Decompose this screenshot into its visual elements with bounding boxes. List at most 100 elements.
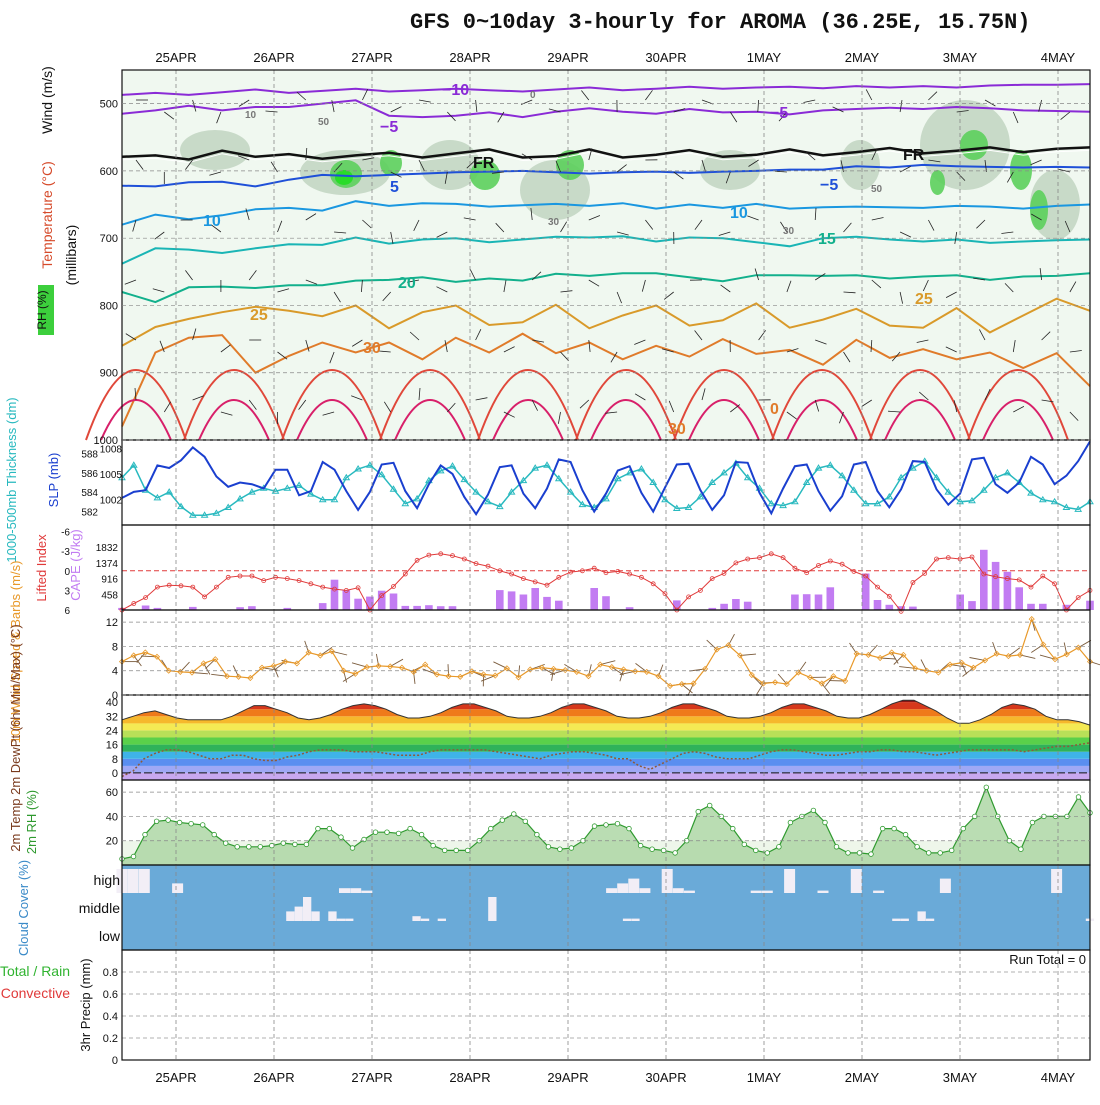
y-tick-label: 60: [106, 787, 118, 799]
rh-point: [742, 842, 747, 847]
rh-point: [615, 821, 620, 826]
rh-point: [316, 826, 321, 831]
cape-bar: [319, 603, 327, 610]
cloud-middle-bar: [345, 919, 353, 921]
rh-patch: [930, 170, 945, 195]
rh-point: [465, 848, 470, 853]
cloud-middle-bar: [901, 919, 909, 921]
y-axis-label-slp: SLP (mb): [46, 453, 61, 508]
y-axis-label-precip: 3hr Precip (mm): [78, 958, 93, 1051]
y-tick-label: 916: [101, 575, 118, 586]
cape-bar: [343, 590, 351, 610]
cape-bar: [590, 588, 598, 610]
y-axis-label-cape: CAPE (J/kg): [68, 529, 83, 601]
cape-bar: [402, 606, 410, 610]
rh-point: [846, 851, 851, 856]
contour-label: 30: [363, 340, 381, 357]
y-tick-label: 40: [106, 811, 118, 823]
cloud-high-bar: [784, 869, 795, 893]
rh-point: [489, 826, 494, 831]
y-tick-label: 0.4: [103, 1011, 118, 1023]
rh-point: [938, 851, 943, 856]
y-tick-label: 32: [106, 711, 118, 723]
y-tick-label: 24: [106, 725, 118, 737]
rh-point: [777, 845, 782, 850]
cape-bar: [425, 605, 433, 610]
contour-label: 10: [203, 213, 221, 230]
rh-point: [926, 851, 931, 856]
contour-label: 10: [245, 110, 257, 121]
cape-bar: [992, 562, 1000, 610]
cape-bar: [886, 605, 894, 610]
cloud-high-bar: [639, 888, 650, 893]
rh-point: [442, 848, 447, 853]
cloud-middle-bar: [337, 919, 345, 921]
cloud-background: [122, 865, 1090, 950]
precip-legend-total: Total / Rain: [0, 963, 70, 979]
rh-point: [512, 812, 517, 817]
date-label-bottom: 27APR: [351, 1070, 392, 1085]
cloud-middle-bar: [926, 919, 934, 921]
cape-bar: [827, 587, 835, 610]
y-axis-label-lifted-index: Lifted Index: [34, 534, 49, 602]
date-label-bottom: 25APR: [155, 1070, 196, 1085]
panel-frame: [122, 610, 1090, 695]
cape-bar: [1027, 604, 1035, 610]
run-total: Run Total = 0: [1009, 952, 1086, 967]
rh-point: [235, 845, 240, 850]
cape-bar: [543, 597, 551, 610]
rh-point: [811, 808, 816, 813]
cape-bar: [980, 550, 988, 610]
rh-point: [247, 845, 252, 850]
rh-point: [707, 803, 712, 808]
chart-title: GFS 0~10day 3-hourly for AROMA (36.25E, …: [410, 10, 1031, 35]
date-label-top: 29APR: [547, 50, 588, 65]
cape-bar: [520, 595, 528, 611]
rh-point: [189, 821, 194, 826]
date-label-bottom: 29APR: [547, 1070, 588, 1085]
rh-point: [638, 843, 643, 848]
temp-band: [122, 723, 1090, 730]
rh-point: [419, 832, 424, 837]
rh-point: [592, 824, 597, 829]
contour-label: 0: [770, 401, 779, 418]
rh-point: [880, 826, 885, 831]
date-label-top: 26APR: [253, 50, 294, 65]
rh-point: [949, 848, 954, 853]
rh-point: [984, 785, 989, 790]
date-label-top: 4MAY: [1041, 50, 1076, 65]
y-axis-label-rh: RH (%): [35, 290, 49, 329]
rh-point: [270, 843, 275, 848]
y-tick-label: 0: [112, 1055, 118, 1067]
rh-point: [350, 846, 355, 851]
date-label-bottom: 4MAY: [1041, 1070, 1076, 1085]
rh-point: [258, 845, 263, 850]
y-tick-label: 8: [112, 754, 118, 766]
y-axis-label-2m-temp: 2m Temp 2m DewPt (6hr Min/Max) (°C): [8, 624, 23, 851]
y-axis-label-millibars: (millibars): [63, 225, 79, 286]
cloud-middle-bar: [412, 916, 420, 921]
date-label-bottom: 28APR: [449, 1070, 490, 1085]
rh-point: [143, 832, 148, 837]
cloud-middle-bar: [438, 919, 446, 921]
cape-bar: [390, 594, 398, 611]
rh-patch: [420, 140, 480, 190]
cloud-high-bar: [751, 891, 762, 893]
y-axis-label-2m-rh: 2m RH (%): [24, 790, 39, 854]
temp-band: [122, 773, 1090, 780]
y-tick-label: 0.6: [103, 989, 118, 1001]
rh-point: [696, 809, 701, 814]
cloud-high-bar: [339, 888, 350, 893]
rh-point: [788, 820, 793, 825]
cloud-middle-bar: [421, 919, 429, 921]
y-tick-label: 1005: [100, 470, 123, 481]
cape-bar: [673, 600, 681, 610]
rh-point: [177, 820, 182, 825]
cloud-middle-bar: [295, 907, 303, 921]
rh-point: [754, 848, 759, 853]
rh-point: [661, 848, 666, 853]
y-tick-label: 1374: [96, 559, 119, 570]
y-axis-label-wind: Wind (m/s): [39, 66, 55, 134]
cloud-middle-bar: [488, 897, 496, 921]
cloud-high-bar: [128, 869, 139, 893]
